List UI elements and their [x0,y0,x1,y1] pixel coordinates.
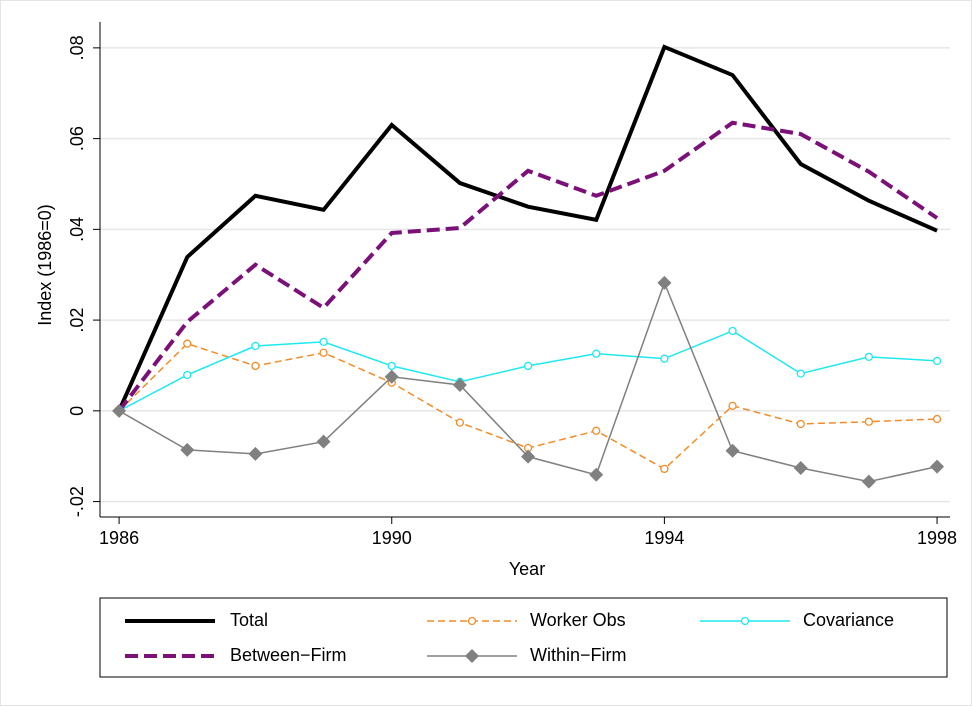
data-point [452,377,467,392]
legend-marker [467,616,477,626]
data-point [384,369,399,384]
data-point [660,464,669,474]
y-tick-label: .06 [67,126,87,151]
x-tick-label: 1994 [644,528,684,548]
y-tick-label: .04 [67,217,87,242]
data-point [592,349,601,358]
data-point [180,442,195,457]
data-point [864,352,874,361]
data-point [521,449,536,464]
series-line [117,120,939,413]
legend-box [99,597,948,678]
y-axis-title: Index (1986=0) [35,204,55,326]
series-line [117,44,938,412]
legend-label: Within−Firm [530,645,627,665]
data-point [523,361,533,371]
data-point [728,326,737,336]
data-point [387,361,396,371]
legend-marker [465,649,479,663]
x-tick-label: 1986 [99,528,139,548]
data-point [796,419,805,429]
data-point [864,417,874,426]
data-point [251,341,260,351]
data-point [589,467,604,482]
data-point [248,446,263,461]
data-point [657,275,672,290]
y-tick-label: -.02 [67,486,87,517]
data-point [455,418,465,427]
x-tick-label: 1990 [372,528,412,548]
data-point [932,414,942,424]
y-tick-label: .08 [67,35,87,60]
data-point [316,434,331,449]
legend-marker [740,616,750,626]
data-point [725,443,740,458]
x-axis-title: Year [509,559,545,579]
data-point [592,426,601,435]
data-point [796,369,805,378]
legend-label: Covariance [803,610,894,630]
x-tick-label: 1998 [917,528,957,548]
data-point [861,474,876,489]
data-point [183,339,192,348]
legend-label: Between−Firm [230,645,347,665]
y-tick-label: .02 [67,308,87,333]
data-point [319,337,328,347]
data-point [319,348,328,357]
data-point [112,403,127,418]
data-point [660,354,669,363]
legend-label: Total [230,610,268,630]
data-point [932,356,942,366]
legend-label: Worker Obs [530,610,626,630]
data-point [183,370,192,380]
data-point [793,460,808,475]
data-point [930,459,945,474]
data-point [728,401,737,410]
data-point [251,361,260,371]
y-tick-label: 0 [67,406,87,416]
